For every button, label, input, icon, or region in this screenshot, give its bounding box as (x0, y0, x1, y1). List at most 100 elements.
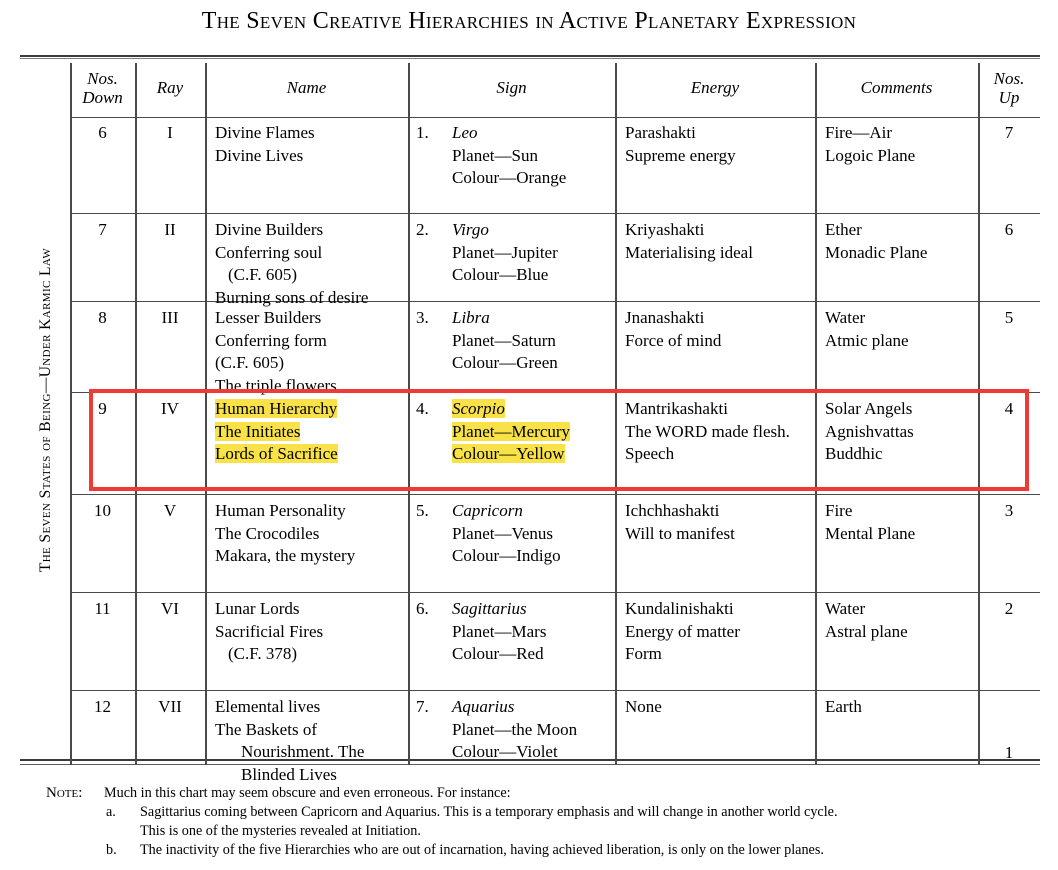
column-header-comments: Comments (815, 59, 978, 117)
note-item-line-0: The inactivity of the five Hierarchies w… (140, 842, 824, 858)
cell-nos-up: 7 (1004, 123, 1014, 142)
cell-nos-down: 7 (98, 220, 107, 239)
cell-name-line-1: The Initiates (215, 421, 301, 441)
cell-name-line-0: Divine Builders (215, 220, 324, 239)
cell-name: Human Personality The Crocodiles Makara, t… (205, 495, 408, 568)
cell-ray: VI (161, 599, 179, 618)
column-header-nos_up: Nos. Up (978, 59, 1040, 117)
cell-comments: Water Astral plane (815, 593, 978, 643)
cell-ray: III (161, 308, 179, 327)
cell-nos-down: 6 (98, 123, 107, 142)
column-header-ray: Ray (135, 59, 205, 117)
cell-energy: Parashakti Supreme energy (615, 117, 815, 167)
cell-name-line-1: Divine Lives (215, 145, 304, 165)
cell-energy: Kriyashakti Materialising ideal (615, 214, 815, 264)
cell-energy-line-1: Force of mind (625, 330, 722, 350)
table-bottom-rule-thin (20, 763, 1040, 765)
column-divider-1 (135, 63, 137, 765)
cell-sign-body: Sagittarius Planet—Mars Colour—Red (416, 598, 615, 666)
cell-sign: 6. Sagittarius Planet—Mars Colour—Red (408, 593, 615, 666)
cell-comments-line-0: Water (825, 308, 866, 327)
column-divider-0 (70, 63, 72, 765)
hierarchies-table: Nos. Down Ray Name Sign Energy Comments Nos. Up 6… (20, 55, 1040, 784)
cell-name-line-0: Lesser Builders (215, 308, 322, 327)
cell-name-line-0: Human Personality (215, 501, 346, 520)
note-intro-text: Much in this chart may seem obscure and … (104, 785, 511, 801)
cell-sign-planet: Planet—Venus (452, 523, 554, 543)
cell-nos-up: 1 (1004, 743, 1014, 762)
cell-name-line-3: Burning sons of desire (215, 287, 369, 307)
cell-nos-down: 8 (98, 308, 107, 327)
cell-energy-line-1: Will to manifest (625, 523, 735, 543)
cell-sign-colour: Colour—Yellow (452, 444, 565, 463)
table-row: 6 I Divine Flames Divine Lives 1. Leo Planet—S… (20, 117, 1040, 215)
note-label: Note: (46, 785, 83, 801)
cell-energy-line-1: Energy of matter (625, 621, 740, 641)
cell-energy: None (615, 691, 815, 719)
cell-name-line-3: Blinded Lives (241, 764, 337, 784)
cell-comments-line-1: Monadic Plane (825, 242, 928, 262)
column-header-name: Name (205, 59, 408, 117)
row-divider-0 (70, 213, 1040, 215)
note-item: b. The inactivity of the five Hierarchies… (106, 841, 1046, 860)
notes-block: Note: Much in this chart may seem obscure… (46, 784, 1046, 860)
cell-name-line-1: Conferring form (215, 330, 327, 350)
cell-sign-number: 2. (416, 220, 429, 239)
cell-name: Lesser Builders Conferring form (C.F. 605)… (205, 302, 408, 397)
cell-comments: Solar Angels Agnishvattas Buddhic (815, 393, 978, 466)
cell-name-line-0: Divine Flames (215, 123, 315, 142)
cell-ray: II (164, 220, 176, 239)
cell-comments: Water Atmic plane (815, 302, 978, 352)
column-header-name-line-0: Name (286, 78, 327, 98)
table-row: 11 VI Lunar Lords Sacrificial Fires (C.F. 37… (20, 593, 1040, 692)
cell-sign-number: 5. (416, 501, 429, 520)
cell-sign: 5. Capricorn Planet—Venus Colour—Indigo (408, 495, 615, 568)
cell-sign-colour: Colour—Red (452, 644, 544, 663)
cell-name-line-1: Conferring soul (215, 242, 323, 262)
cell-nos-down: 9 (98, 399, 107, 418)
cell-sign-number: 1. (416, 123, 429, 142)
header-divider (70, 117, 1040, 119)
cell-sign-colour: Colour—Green (452, 353, 558, 372)
cell-sign-name: Virgo (452, 220, 489, 239)
cell-sign-colour: Colour—Violet (452, 742, 558, 761)
cell-comments: Fire—Air Logoic Plane (815, 117, 978, 167)
cell-sign-number: 6. (416, 599, 429, 618)
cell-name-line-0: Lunar Lords (215, 599, 300, 618)
cell-ray: I (167, 123, 173, 142)
cell-comments-line-1: Agnishvattas (825, 421, 914, 441)
column-header-comments-line-0: Comments (860, 78, 933, 98)
cell-comments-line-0: Solar Angels (825, 399, 913, 418)
cell-sign-body: Libra Planet—Saturn Colour—Green (416, 307, 615, 375)
column-header-nos_up-line-1: Up (998, 88, 1020, 107)
cell-sign-colour: Colour—Indigo (452, 546, 561, 565)
table-top-rule (20, 55, 1040, 57)
cell-comments-line-1: Atmic plane (825, 330, 909, 350)
cell-energy-line-1: Supreme energy (625, 145, 736, 165)
column-divider-2 (205, 63, 207, 765)
cell-sign-colour: Colour—Blue (452, 265, 549, 284)
column-divider-4 (615, 63, 617, 765)
cell-nos-up: 2 (1004, 599, 1014, 618)
cell-nos-up: 6 (1004, 220, 1014, 239)
cell-name-line-1: The Crocodiles (215, 523, 320, 543)
note-item-marker: a. (106, 804, 116, 820)
cell-sign-name: Scorpio (452, 399, 505, 418)
cell-sign-planet: Planet—Mars (452, 621, 547, 641)
cell-energy-line-0: Parashakti (625, 123, 696, 142)
cell-name-line-0: Human Hierarchy (215, 399, 338, 418)
cell-energy: Ichchhashakti Will to manifest (615, 495, 815, 545)
cell-name-line-1: The Baskets of (215, 719, 317, 739)
cell-sign-planet: Planet—Saturn (452, 330, 556, 350)
cell-energy-line-2: Form (625, 644, 662, 663)
table-grid: Nos. Down Ray Name Sign Energy Comments Nos. Up 6… (20, 59, 1040, 784)
cell-energy-line-0: None (625, 697, 662, 716)
cell-nos-down: 10 (94, 501, 111, 520)
note-intro-line: Note: Much in this chart may seem obscure… (46, 784, 1046, 803)
column-header-energy: Energy (615, 59, 815, 117)
note-item-line-0: Sagittarius coming between Capricorn and… (140, 804, 838, 820)
table-top-rule-thin (20, 58, 1040, 59)
row-divider-5 (70, 690, 1040, 692)
cell-sign-number: 7. (416, 697, 429, 716)
cell-energy-line-1: Materialising ideal (625, 242, 753, 262)
